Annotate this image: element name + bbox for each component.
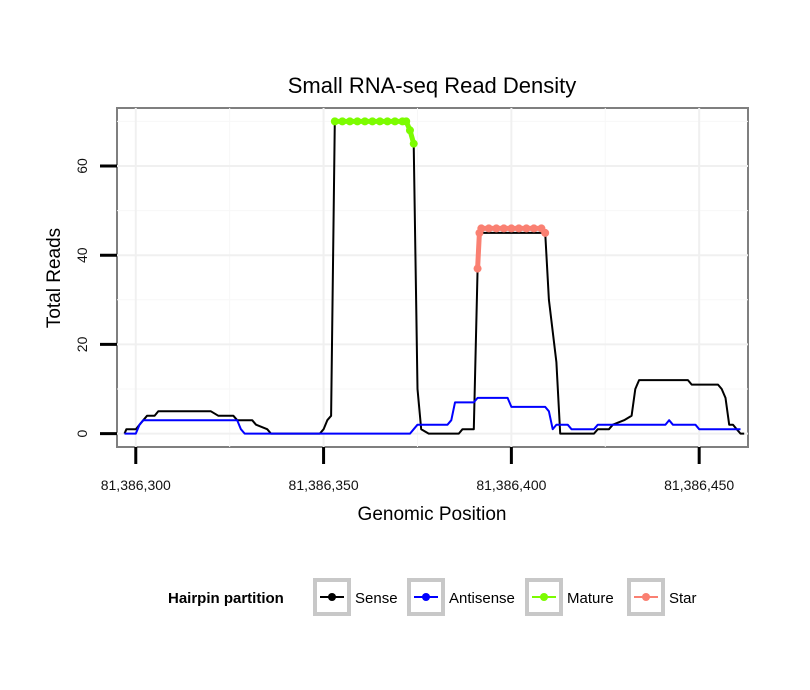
legend-key-point-mature xyxy=(540,593,548,601)
legend-label-mature: Mature xyxy=(567,590,614,607)
series-point-mature xyxy=(330,117,339,126)
chart-title: Small RNA-seq Read Density xyxy=(288,73,577,98)
x-axis-title: Genomic Position xyxy=(358,504,507,525)
legend-label-sense: Sense xyxy=(355,590,398,607)
series-point-mature xyxy=(353,117,362,126)
series-line-antisense xyxy=(124,396,741,435)
series-point-star xyxy=(499,224,508,233)
series-point-star xyxy=(507,224,516,233)
series-point-mature xyxy=(390,117,399,126)
series-point-mature xyxy=(383,117,392,126)
x-tick-label: 81,386,350 xyxy=(289,477,359,493)
plot-panel xyxy=(116,107,749,448)
series-point-star xyxy=(473,264,482,273)
grid-lines xyxy=(117,108,748,447)
legend-label-antisense: Antisense xyxy=(449,590,515,607)
series-point-star xyxy=(529,224,538,233)
series-point-mature xyxy=(338,117,347,126)
series-point-star xyxy=(541,228,550,237)
series-point-mature xyxy=(345,117,354,126)
series-layer xyxy=(123,117,745,435)
series-point-star xyxy=(477,224,486,233)
legend-label-star: Star xyxy=(669,590,697,607)
legend-key-point-star xyxy=(642,593,650,601)
series-point-star xyxy=(514,224,523,233)
legend-key-point-sense xyxy=(328,593,336,601)
series-line-sense xyxy=(123,120,745,435)
y-tick-label: 60 xyxy=(74,158,90,174)
y-tick-label: 20 xyxy=(74,336,90,352)
x-tick-label: 81,386,400 xyxy=(476,477,546,493)
series-point-mature xyxy=(360,117,369,126)
series-point-mature xyxy=(375,117,384,126)
y-axis: 0 20 40 60 xyxy=(74,158,117,438)
series-point-mature xyxy=(409,139,418,148)
series-point-star xyxy=(492,224,501,233)
x-axis: 81,386,300 81,386,350 81,386,400 81,386,450 xyxy=(101,447,734,493)
series-point-mature xyxy=(402,117,411,126)
y-tick-label: 40 xyxy=(74,247,90,263)
series-point-mature xyxy=(368,117,377,126)
x-tick-label: 81,386,300 xyxy=(101,477,171,493)
series-point-star xyxy=(522,224,531,233)
legend-title: Hairpin partition xyxy=(168,590,284,607)
y-tick-label: 0 xyxy=(74,430,90,438)
series-point-mature xyxy=(405,126,414,135)
x-tick-label: 81,386,450 xyxy=(664,477,734,493)
y-axis-title: Total Reads xyxy=(44,228,65,328)
legend: Hairpin partition Sense Antisense Mature St… xyxy=(168,578,697,616)
legend-key-point-antisense xyxy=(422,593,430,601)
series-point-star xyxy=(484,224,493,233)
